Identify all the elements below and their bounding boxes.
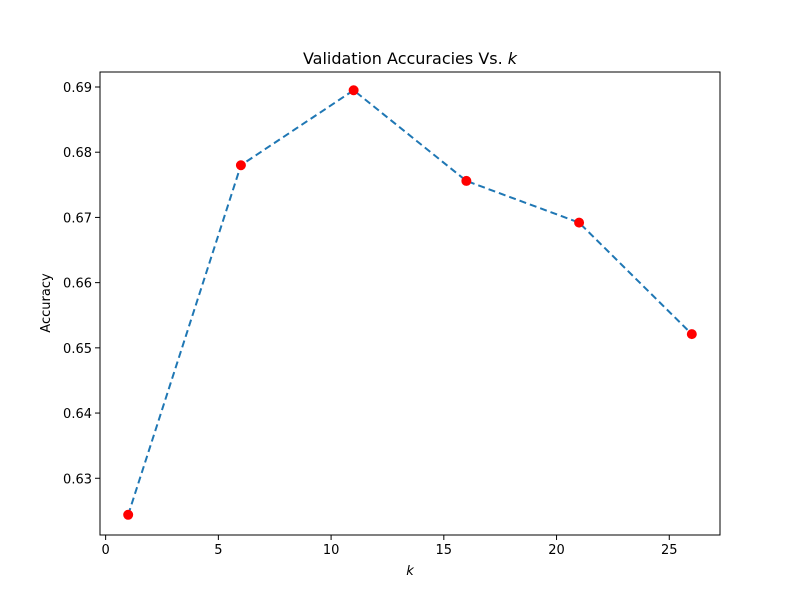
y-tick-label: 0.69 (63, 81, 92, 96)
tick-marks: 0 5 10 15 20 25 0.63 0.64 0.65 0.66 0.67 0.68 0.69 (63, 81, 677, 558)
axes (99, 71, 721, 536)
data-point (123, 509, 134, 520)
y-tick-label: 0.64 (63, 407, 92, 422)
y-tick-label: 0.63 (63, 472, 92, 487)
x-axis-label: k (406, 564, 414, 579)
chart-title-k: k (508, 49, 518, 68)
chart-title-prefix: Validation Accuracies Vs. (303, 49, 508, 68)
x-tick-label: 15 (436, 543, 453, 558)
series-layer (123, 85, 697, 520)
plot-frame (99, 71, 721, 536)
data-point (686, 329, 697, 340)
x-tick-label: 0 (101, 543, 109, 558)
y-tick-label: 0.65 (63, 342, 92, 357)
chart-title: Validation Accuracies Vs. k (303, 49, 518, 68)
data-point (235, 160, 246, 171)
data-point (461, 175, 472, 186)
y-tick-label: 0.66 (63, 277, 92, 292)
y-tick-label: 0.67 (63, 211, 92, 226)
data-point (574, 217, 585, 228)
x-tick-label: 10 (323, 543, 340, 558)
x-tick-label: 25 (661, 543, 678, 558)
series-line (127, 89, 693, 516)
data-point (348, 85, 359, 96)
y-tick-label: 0.68 (63, 146, 92, 161)
x-tick-label: 5 (214, 543, 222, 558)
x-tick-label: 20 (548, 543, 565, 558)
y-axis-label: Accuracy (39, 273, 54, 333)
